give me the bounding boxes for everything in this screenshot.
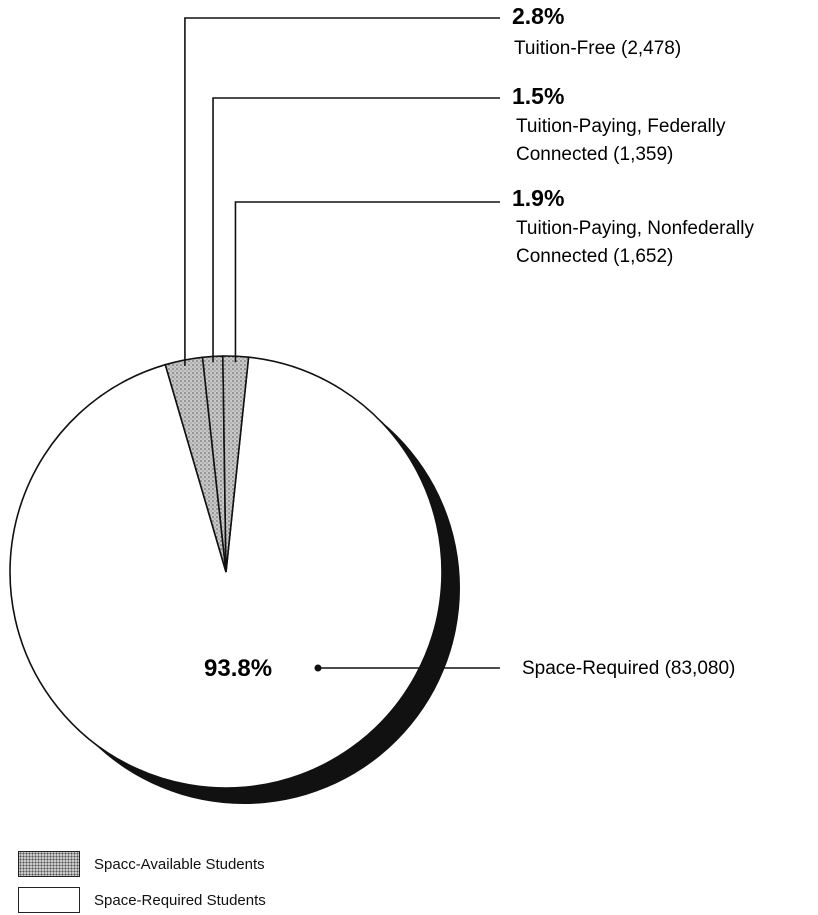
pie-slices xyxy=(9,355,443,789)
legend: Spacc-Available Students Space-Required … xyxy=(18,846,266,915)
legend-label: Spacc-Available Students xyxy=(94,855,265,873)
legend-item-space-required: Space-Required Students xyxy=(18,882,266,915)
legend-swatch-dotted xyxy=(18,851,80,877)
slice-label-federally-connected-line1: Tuition-Paying, Federally xyxy=(516,116,726,137)
legend-swatch-plain xyxy=(18,887,80,913)
slice-percent-nonfederally-connected: 1.9% xyxy=(512,185,564,211)
slice-percent-tuition-free: 2.8% xyxy=(512,3,564,29)
slice-label-federally-connected-line2: Connected (1,359) xyxy=(516,144,673,165)
leader-dot-space-required xyxy=(314,664,322,672)
pie-chart: 2.8% Tuition-Free (2,478) 1.5% Tuition-P… xyxy=(9,3,754,804)
slice-percent-federally-connected: 1.5% xyxy=(512,83,564,109)
slice-label-space-required: Space-Required (83,080) xyxy=(522,658,735,679)
legend-item-space-available: Spacc-Available Students xyxy=(18,846,266,882)
leader-tuition-free xyxy=(184,17,500,367)
slice-label-tuition-free: Tuition-Free (2,478) xyxy=(514,38,681,59)
slice-space-required xyxy=(9,356,443,789)
slice-label-nonfederally-connected-line1: Tuition-Paying, Nonfederally xyxy=(516,218,754,239)
slice-percent-space-required: 93.8% xyxy=(204,655,272,682)
leader-federally-connected xyxy=(212,97,500,363)
leader-lines xyxy=(184,17,500,672)
legend-label: Space-Required Students xyxy=(94,891,266,909)
leader-nonfederally-connected xyxy=(234,201,500,363)
slice-label-nonfederally-connected-line2: Connected (1,652) xyxy=(516,246,673,267)
